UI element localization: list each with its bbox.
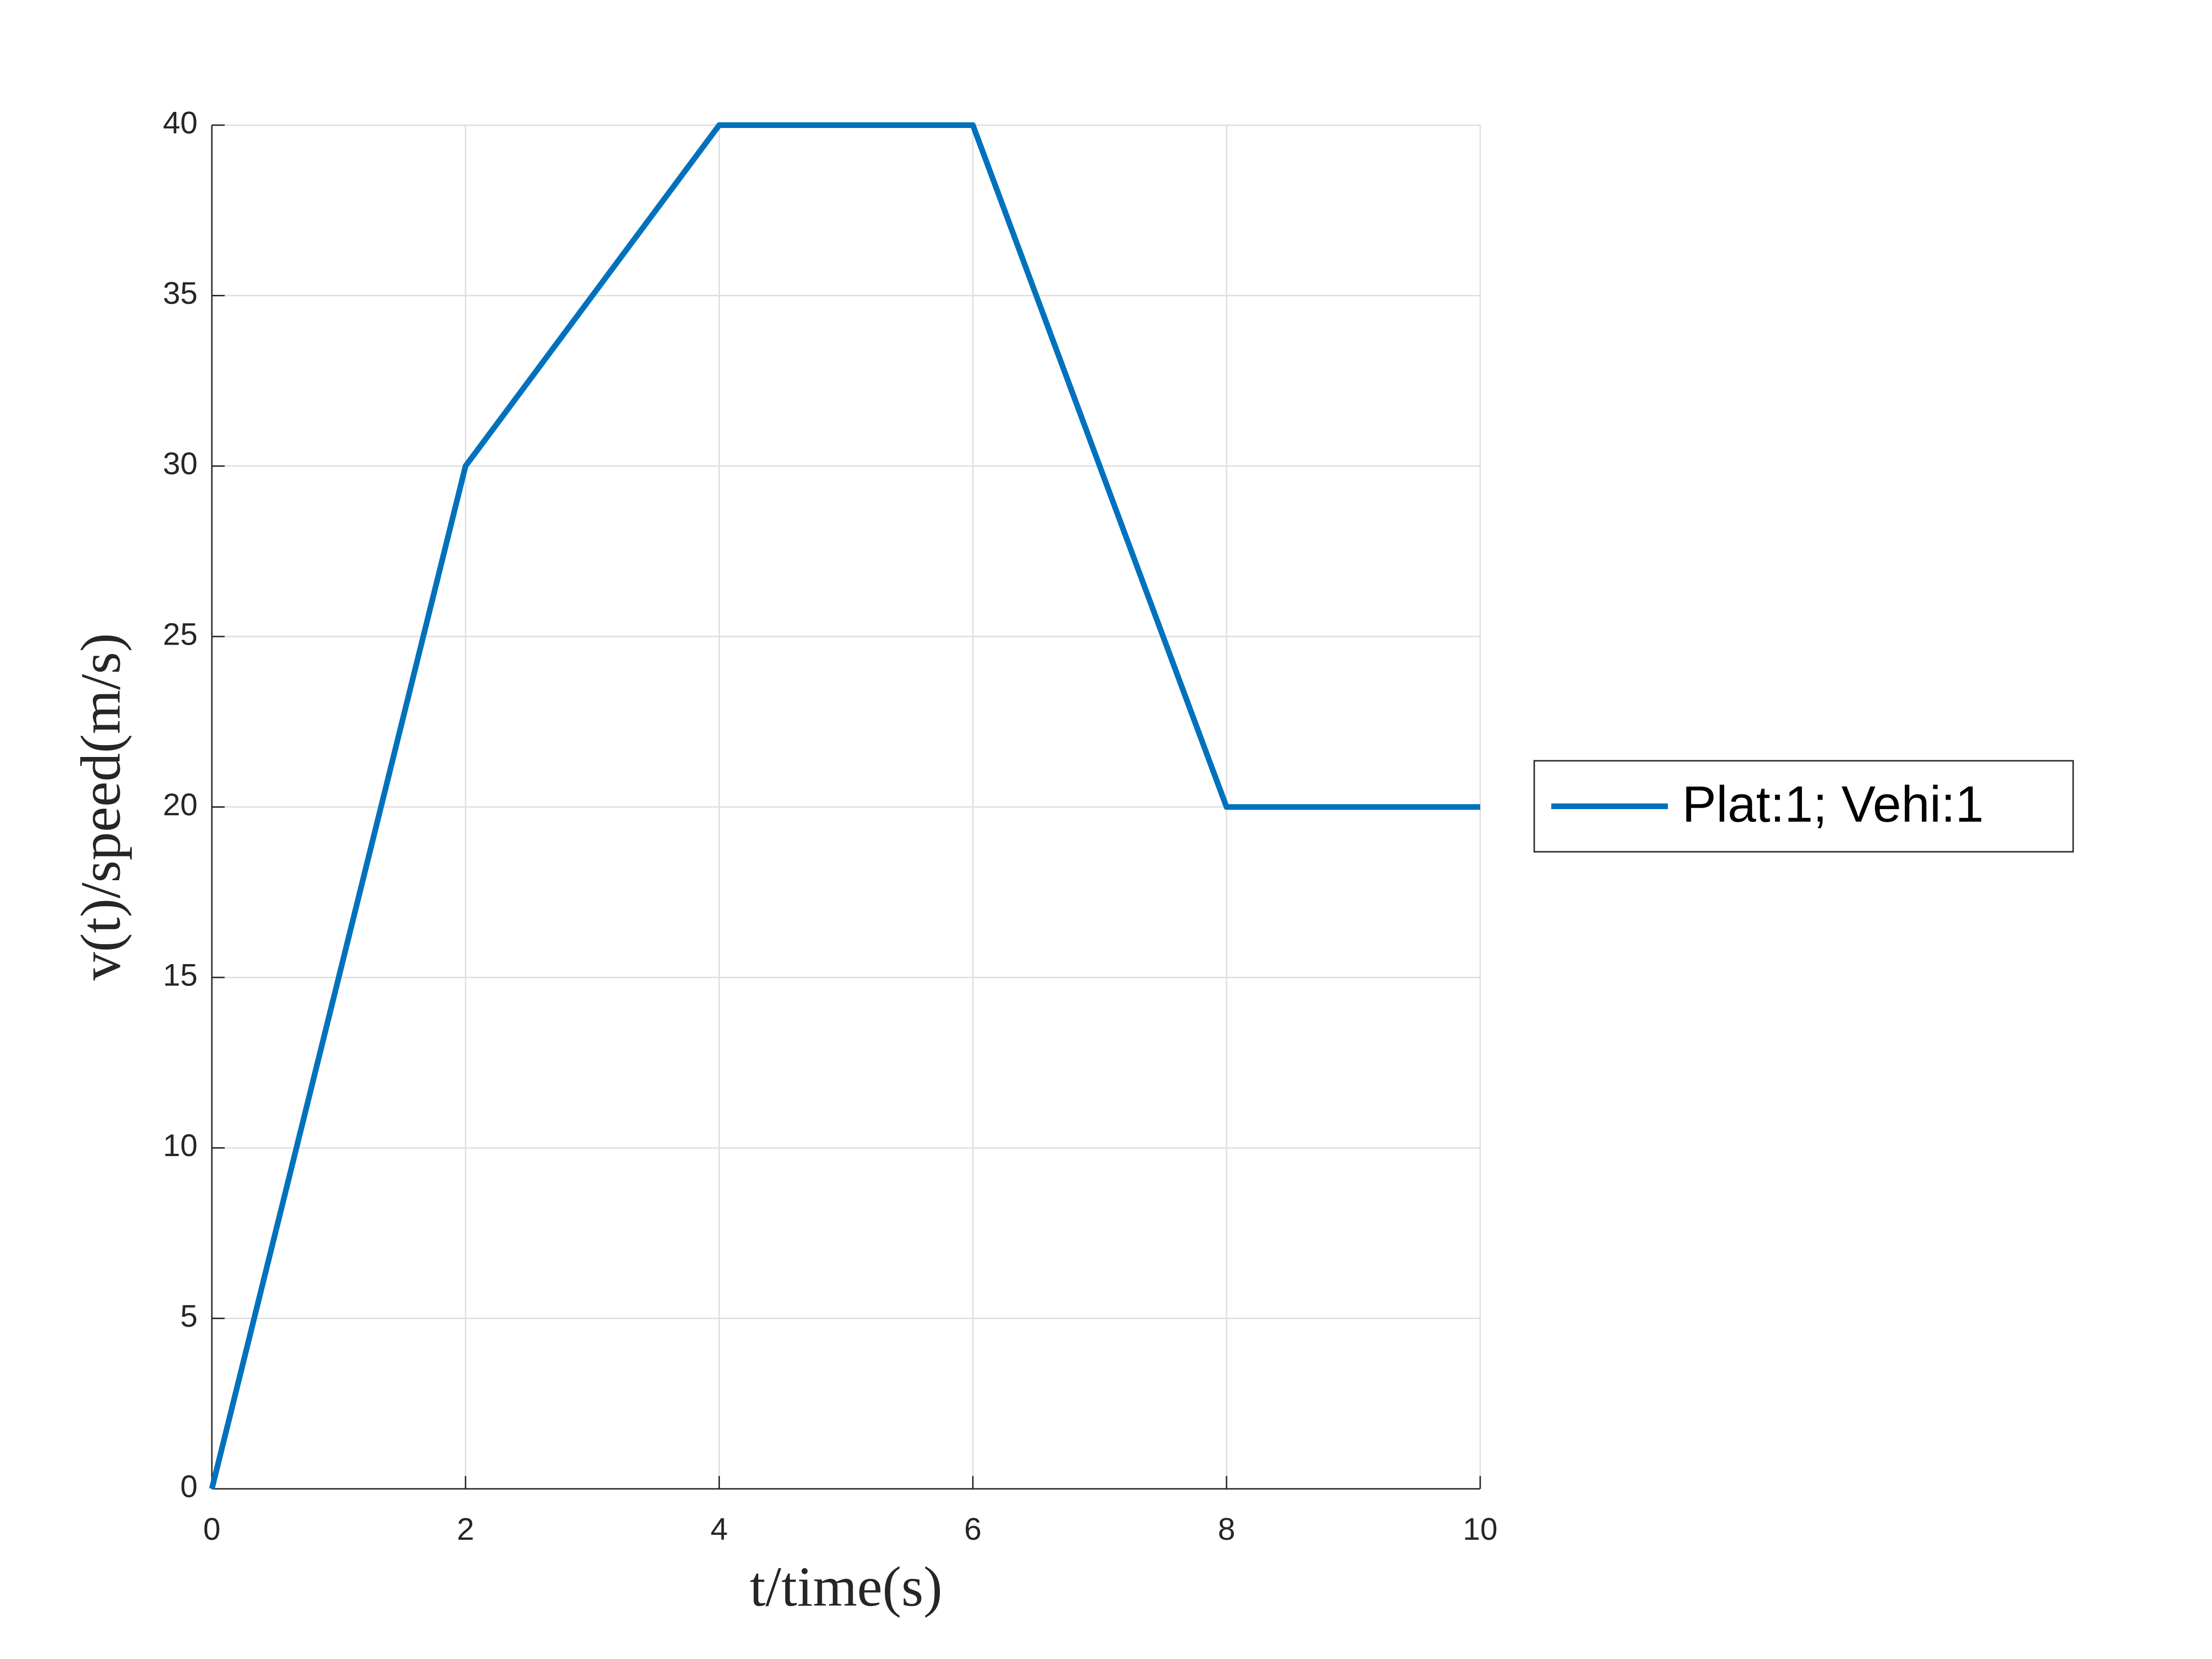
y-tick-label: 30	[163, 446, 198, 481]
y-tick-label: 35	[163, 275, 198, 310]
x-tick-label: 2	[457, 1511, 474, 1546]
x-tick-label: 4	[710, 1511, 728, 1546]
x-tick-label: 8	[1218, 1511, 1235, 1546]
x-tick-label: 0	[203, 1511, 221, 1546]
x-axis-label: t/time(s)	[750, 1555, 943, 1618]
y-tick-label: 40	[163, 105, 198, 140]
y-tick-label: 15	[163, 957, 198, 993]
y-axis-label: v(t)/speed(m/s)	[69, 633, 132, 980]
y-tick-label: 20	[163, 787, 198, 822]
line	[209, 122, 1480, 1490]
y-tick-label: 5	[180, 1298, 198, 1333]
y-tick-label: 10	[163, 1128, 198, 1163]
y-tick-label: 25	[163, 616, 198, 651]
x-tick-label: 10	[1463, 1511, 1497, 1546]
x-tick-label: 6	[964, 1511, 982, 1546]
legend-label: Plat:1; Vehi:1	[1682, 775, 1984, 833]
y-tick-label: 0	[180, 1468, 198, 1504]
